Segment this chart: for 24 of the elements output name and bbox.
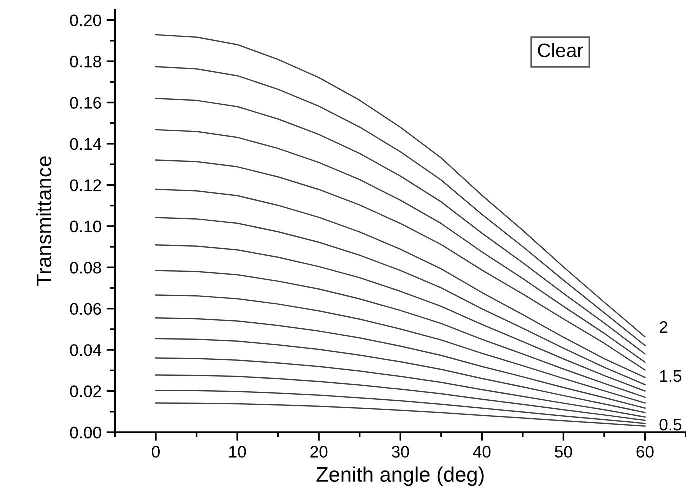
y-tick-label: 0.14 xyxy=(70,138,102,150)
x-tick-label: 40 xyxy=(473,446,491,458)
x-tick-label: 20 xyxy=(310,446,328,458)
series-label: 2 xyxy=(660,321,668,334)
y-tick-label: 0.06 xyxy=(70,303,102,316)
y-tick-label: 0.00 xyxy=(70,426,102,439)
y-tick-label: 0.18 xyxy=(70,56,102,68)
series-label: 1.5 xyxy=(660,370,682,382)
y-tick-label: 0.20 xyxy=(70,14,102,27)
x-tick-label: 10 xyxy=(230,446,246,458)
y-tick-label: 0.08 xyxy=(70,262,102,274)
y-tick-label: 0.12 xyxy=(70,180,102,192)
x-tick-label: 60 xyxy=(636,446,654,458)
series-label: 0.5 xyxy=(660,418,682,431)
y-tick-label: 0.10 xyxy=(70,220,102,233)
annotation: Clear xyxy=(538,43,584,58)
x-axis-title: Zenith angle (deg) xyxy=(316,466,484,486)
x-tick-label: 50 xyxy=(555,446,572,458)
x-tick-label: 30 xyxy=(392,446,410,458)
y-axis-title: Transmittance xyxy=(36,156,52,286)
y-tick-label: 0.02 xyxy=(70,386,102,398)
x-tick-label: 0 xyxy=(152,446,160,458)
y-tick-label: 0.04 xyxy=(70,344,102,356)
y-tick-label: 0.16 xyxy=(70,97,102,109)
